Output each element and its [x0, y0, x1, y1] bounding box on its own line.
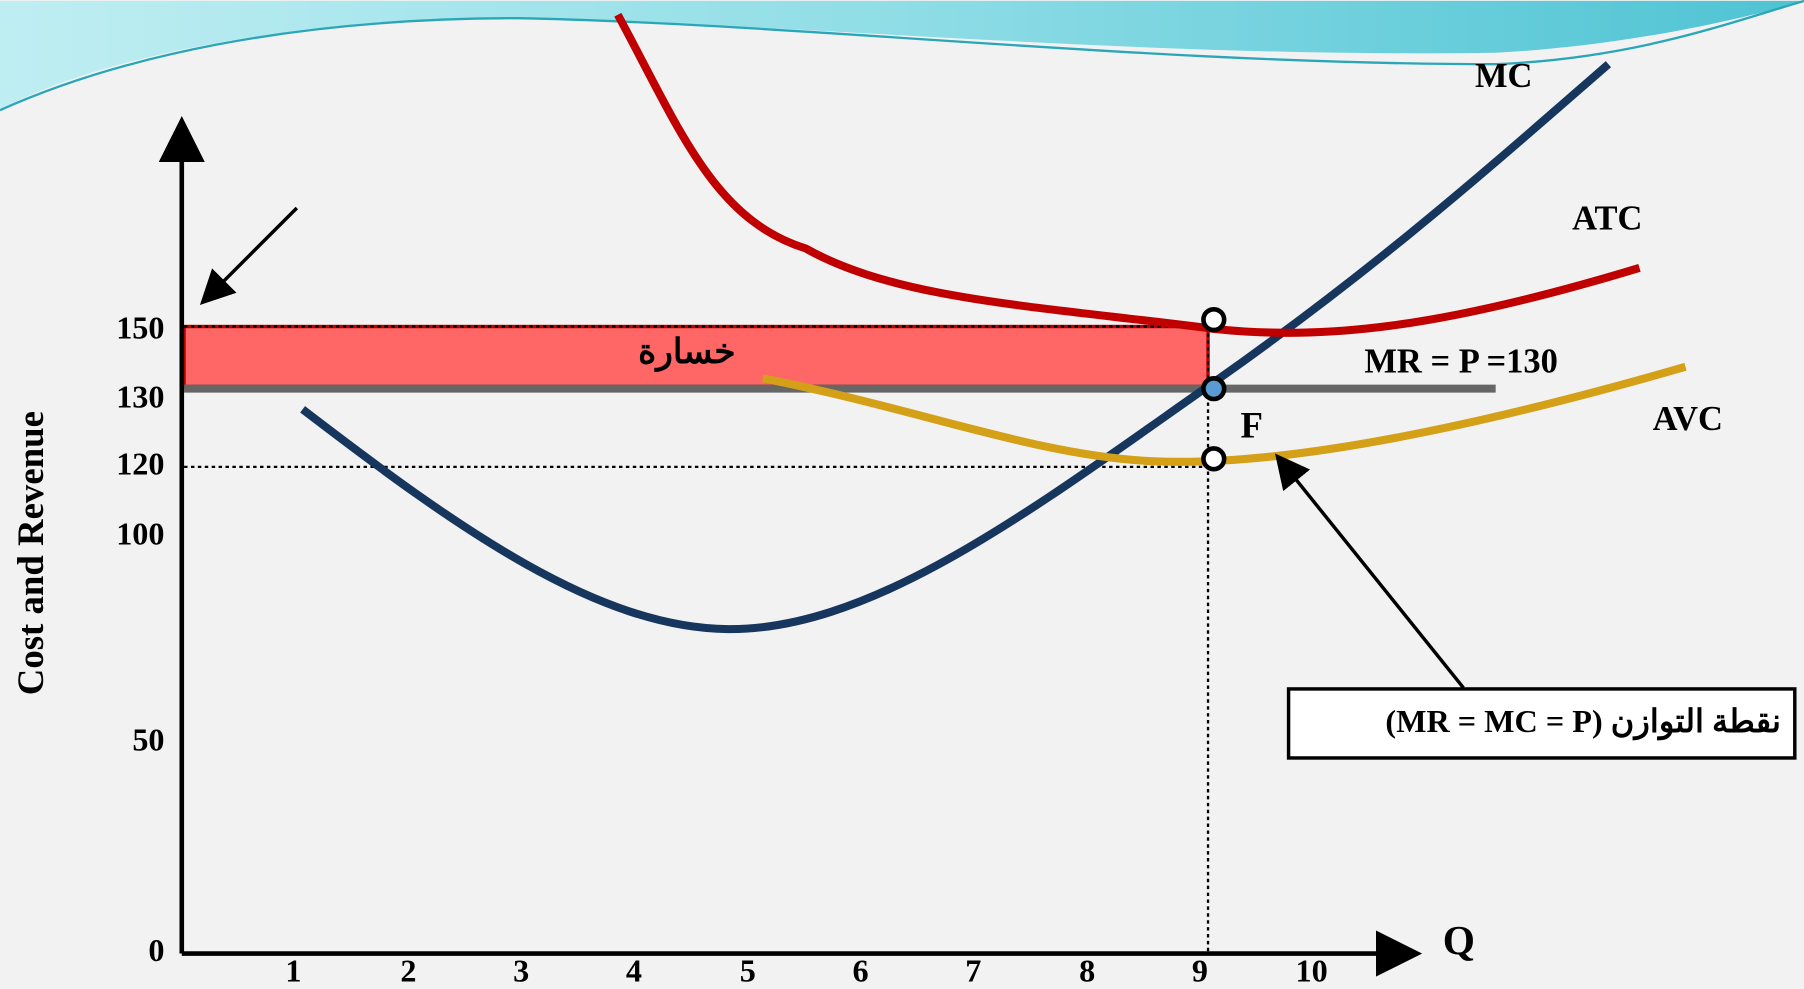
y-tick-label: 100 — [116, 515, 164, 551]
avc-label: AVC — [1653, 400, 1723, 438]
x-tick-label: 9 — [1192, 953, 1208, 989]
guide-lines — [184, 327, 1208, 954]
x-tick-label: 1 — [285, 953, 301, 989]
x-tick-label: 6 — [853, 953, 869, 989]
x-tick-label: 4 — [626, 953, 642, 989]
mc-label: MC — [1475, 57, 1532, 95]
diagram: نقطة التوازن (MR = MC = P) Cost and Reve… — [0, 0, 1804, 989]
x-tick-label: 8 — [1079, 953, 1095, 989]
header-decoration — [0, 1, 1804, 110]
y-tick-label: 150 — [116, 310, 164, 346]
y-axis-label: Cost and Revenue — [10, 411, 51, 695]
loss-label: خسارة — [638, 333, 735, 373]
y-tick-label: 130 — [116, 379, 164, 415]
mr-label: MR = P =130 — [1364, 342, 1558, 380]
x-axis-label: Q — [1443, 917, 1475, 963]
loss-arrow — [205, 208, 297, 300]
point-label: F — [1241, 404, 1263, 445]
page: {"diagram": { "y_axis_label": "Cost and … — [0, 0, 1804, 989]
y-ticks: 150 130 120 100 50 0 — [116, 310, 164, 968]
callout-text: نقطة التوازن (MR = MC = P) — [1385, 703, 1781, 741]
callout-arrow — [1279, 459, 1463, 688]
x-tick-label: 7 — [965, 953, 981, 989]
atc-label: ATC — [1572, 200, 1642, 238]
y-tick-label: 0 — [148, 932, 164, 968]
x-tick-label: 10 — [1295, 953, 1327, 989]
x-tick-label: 3 — [513, 953, 529, 989]
x-ticks: 1 2 3 4 5 6 7 8 9 10 — [285, 953, 1327, 989]
y-tick-label: 50 — [132, 721, 164, 757]
x-tick-label: 2 — [400, 953, 416, 989]
y-tick-label: 120 — [116, 445, 164, 481]
x-tick-label: 5 — [740, 953, 756, 989]
